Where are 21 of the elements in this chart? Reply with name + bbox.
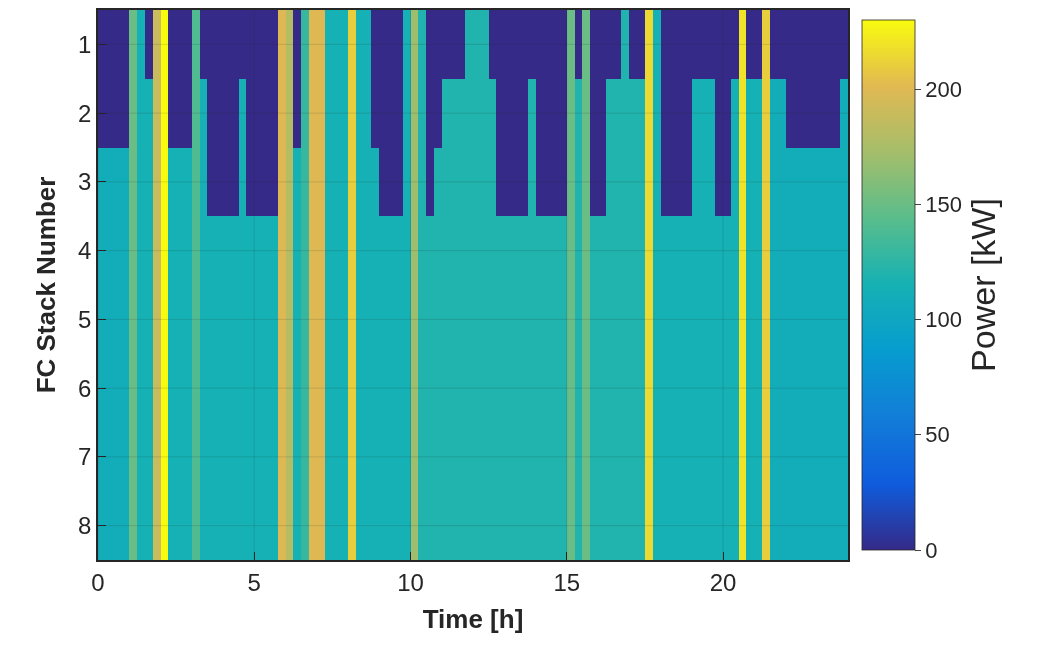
color-bar-label: 0 [925, 537, 938, 563]
y-tick-label: 6 [78, 374, 92, 402]
y-tick-label: 1 [78, 30, 92, 58]
y-tick-label: 5 [78, 305, 92, 333]
y-axis-title: FC Stack Number [30, 176, 61, 394]
color-bar-label: 150 [925, 192, 963, 218]
color-bar-title: Power [kW] [964, 198, 1003, 372]
x-tick-label: 20 [709, 568, 737, 596]
x-tick-label: 0 [91, 568, 105, 596]
color-bar-label: 100 [925, 307, 963, 333]
x-tick-label: 10 [397, 568, 424, 596]
x-tick-label: 5 [247, 568, 261, 596]
color-bar-label: 50 [925, 422, 950, 448]
y-tick-label: 7 [78, 443, 92, 471]
x-tick-label: 15 [553, 568, 581, 596]
x-axis-title: Time [h] [422, 603, 524, 634]
y-tick-label: 3 [78, 168, 92, 196]
y-tick-label: 2 [78, 99, 92, 127]
y-tick-label: 4 [78, 237, 92, 265]
y-tick-label: 8 [78, 512, 92, 540]
color-bar-label: 200 [925, 76, 963, 102]
